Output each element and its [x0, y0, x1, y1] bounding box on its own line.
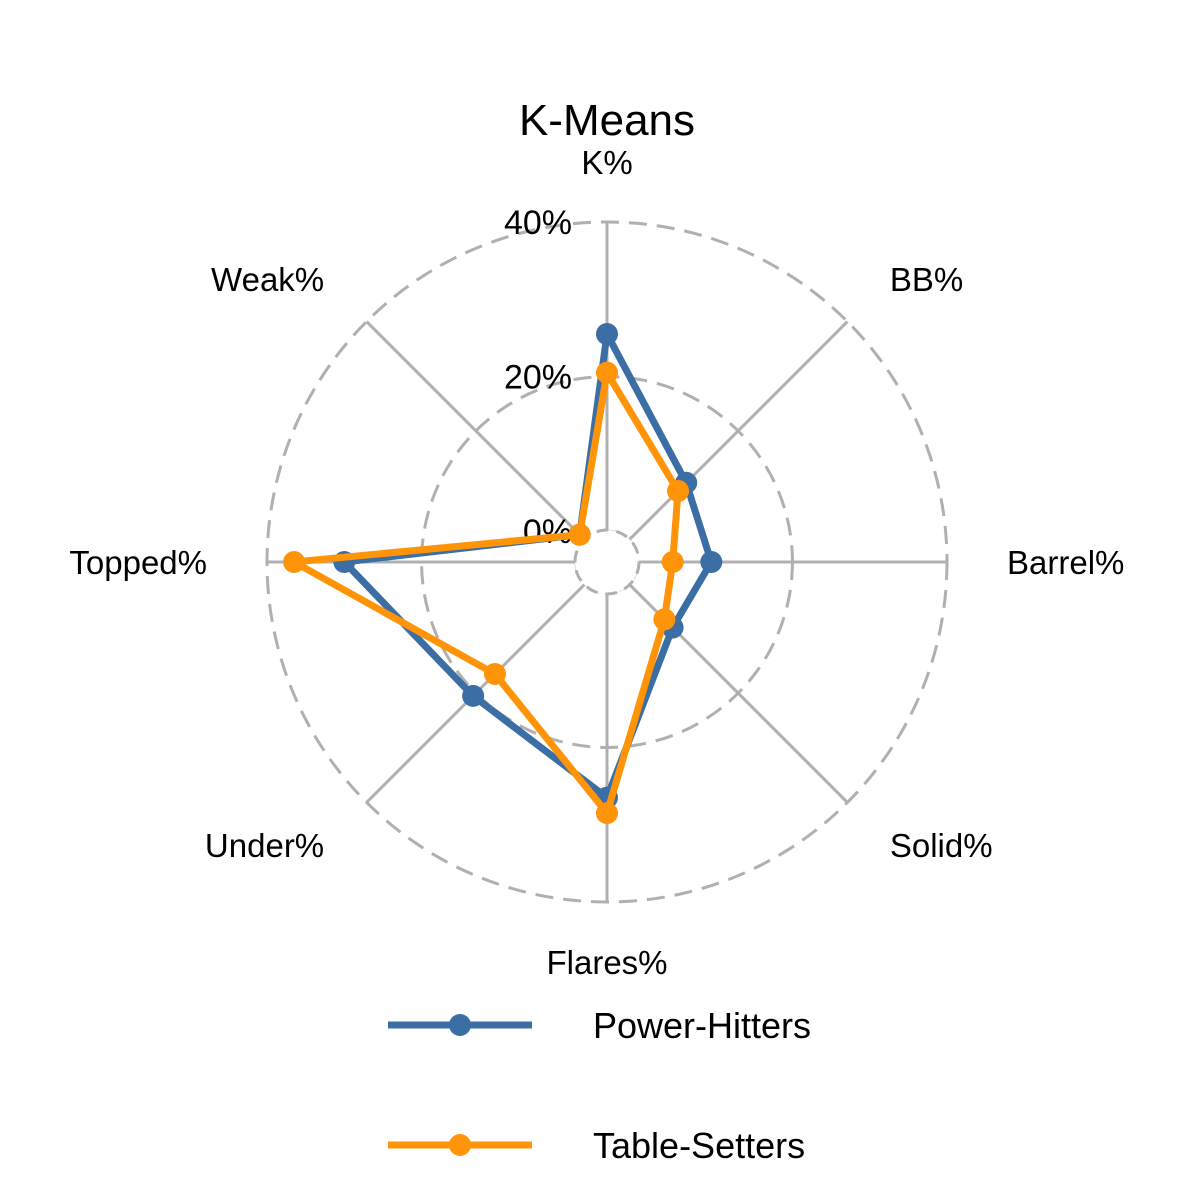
axis-labels: K% BB% Barrel% Solid% Flares% Under% Topped% We…: [69, 144, 1124, 981]
grid-ring-3: [265, 220, 949, 904]
series-2-point-7: [283, 551, 306, 573]
spoke-6: [365, 560, 609, 804]
legend-label-1: Power-Hitters: [593, 1005, 811, 1046]
series-1-point-1: [596, 323, 618, 346]
spoke-2: [605, 320, 849, 564]
legend-label-2: Table-Setters: [593, 1125, 805, 1166]
series-2-point-4: [653, 608, 676, 631]
spoke-8: [365, 320, 609, 564]
axis-label-2: BB%: [890, 261, 963, 298]
series-1-point-3: [700, 551, 723, 573]
legend-marker-2: [449, 1134, 471, 1156]
center-hub: [573, 528, 641, 596]
axis-label-3: Barrel%: [1007, 544, 1124, 581]
series-2-point-6: [483, 663, 506, 686]
legend-item-1: Power-Hitters: [388, 1005, 811, 1046]
axis-label-6: Under%: [205, 827, 324, 864]
series-2-point-8: [568, 523, 591, 546]
series-line-2: [290, 369, 682, 817]
series-2-point-3: [661, 551, 684, 573]
series-2-point-1: [596, 361, 618, 384]
spoke-4: [605, 560, 849, 804]
series-2: [283, 361, 690, 825]
radial-tick-labels: 0% 20% 40%: [504, 204, 572, 551]
axis-label-5: Flares%: [546, 944, 667, 981]
legend: Power-Hitters Table-Setters: [388, 1005, 811, 1166]
legend-item-2: Table-Setters: [388, 1125, 805, 1166]
radial-tick-label-3: 40%: [504, 204, 572, 242]
axis-label-8: Weak%: [211, 261, 324, 298]
series-layer: [283, 323, 723, 825]
axis-label-7: Topped%: [69, 544, 207, 581]
legend-marker-1: [449, 1014, 471, 1036]
series-2-point-2: [667, 479, 690, 502]
series-1-point-6: [462, 684, 485, 707]
series-2-point-5: [596, 802, 618, 825]
radial-tick-label-1: 0%: [523, 513, 572, 551]
chart-title: K-Means: [519, 96, 695, 145]
radar-grid: [265, 220, 949, 904]
axis-label-4: Solid%: [890, 827, 993, 864]
axis-label-1: K%: [581, 144, 632, 181]
radial-tick-label-2: 20%: [504, 359, 572, 397]
